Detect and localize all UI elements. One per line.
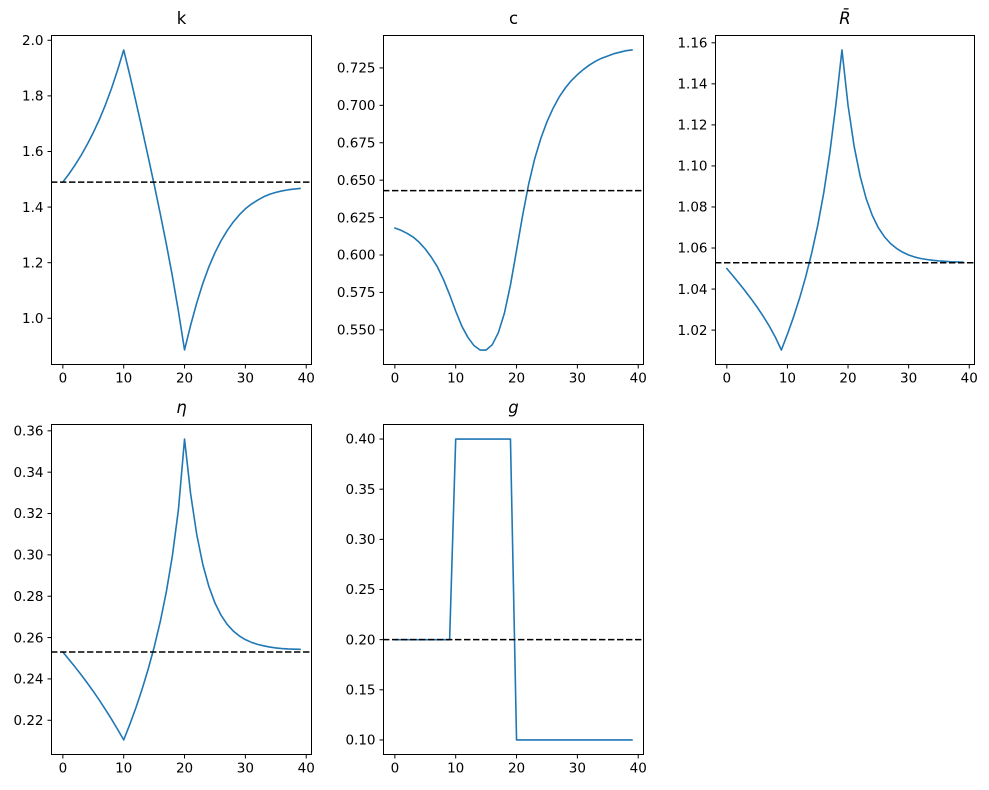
y-tick-label: 1.08 bbox=[677, 200, 707, 216]
y-tick-label: 0.24 bbox=[13, 672, 43, 688]
chart-title-c: c bbox=[508, 9, 519, 28]
x-tick-label: 40 bbox=[298, 761, 315, 777]
plot-area-k: 0 10 20 30 40 1.0 1.2 1.4 1.6 1.8 2.0 bbox=[22, 33, 315, 387]
subplot-k: k 0 10 20 30 40 1.0 1.2 1.4 1.6 1.8 2.0 bbox=[22, 9, 315, 387]
y-tick-label: 0.32 bbox=[13, 506, 43, 522]
x-tick-label: 20 bbox=[839, 371, 856, 387]
response-line bbox=[394, 49, 633, 351]
chart-title-eta: η bbox=[176, 398, 187, 417]
subplot-g: g 0 10 20 30 40 0.10 0.15 0.20 0.25 0.30 0.35 0.40 bbox=[345, 398, 647, 777]
y-tick-label: 0.28 bbox=[13, 589, 43, 605]
x-tick-label: 0 bbox=[391, 371, 400, 387]
y-tick-label: 1.8 bbox=[22, 89, 43, 105]
response-line bbox=[726, 49, 964, 351]
x-tick-label: 0 bbox=[59, 761, 68, 777]
x-tick-label: 10 bbox=[779, 371, 796, 387]
axes-frame bbox=[383, 424, 644, 755]
y-tick-label: 1.02 bbox=[677, 323, 707, 339]
axes-frame bbox=[715, 35, 975, 365]
y-tick-label: 0.15 bbox=[345, 683, 375, 699]
response-line bbox=[394, 438, 633, 741]
y-tick-label: 1.6 bbox=[22, 144, 43, 160]
x-tick-label: 30 bbox=[569, 761, 586, 777]
plot-area-c: 0 10 20 30 40 0.550 0.575 0.600 0.625 0.650 0.675 0… bbox=[337, 35, 647, 387]
y-tick-label: 0.550 bbox=[337, 323, 376, 339]
subplot-eta: η 0 10 20 30 40 0.22 0.24 0.26 0.28 0.30 0.32 0.34 0… bbox=[13, 398, 314, 777]
y-tick-label: 0.725 bbox=[337, 61, 376, 77]
x-tick-label: 30 bbox=[237, 371, 254, 387]
x-tick-label: 40 bbox=[961, 371, 978, 387]
y-tick-label: 0.25 bbox=[345, 582, 375, 598]
chart-title-k: k bbox=[176, 9, 187, 28]
plot-area-eta: 0 10 20 30 40 0.22 0.24 0.26 0.28 0.30 0.32 0.34 0.3… bbox=[13, 424, 314, 777]
y-tick-label: 1.04 bbox=[677, 282, 707, 298]
y-tick-label: 1.16 bbox=[677, 35, 707, 51]
y-tick-label: 0.22 bbox=[13, 713, 43, 729]
plot-area-g: 0 10 20 30 40 0.10 0.15 0.20 0.25 0.30 0.35 0.40 bbox=[345, 424, 647, 777]
y-tick-label: 0.20 bbox=[345, 632, 375, 648]
x-tick-label: 40 bbox=[630, 371, 647, 387]
y-tick-label: 1.4 bbox=[22, 200, 43, 216]
y-tick-label: 1.12 bbox=[677, 118, 707, 134]
x-tick-label: 30 bbox=[900, 371, 917, 387]
x-tick-label: 20 bbox=[508, 371, 525, 387]
chart-title-rbar: R̄ bbox=[839, 9, 851, 28]
axes-frame bbox=[51, 35, 312, 365]
y-tick-label: 1.06 bbox=[677, 241, 707, 257]
axes-frame bbox=[51, 424, 312, 755]
plot-area-rbar: 0 10 20 30 40 1.02 1.04 1.06 1.08 1.10 1.12 1.14 1.1… bbox=[677, 35, 978, 387]
y-tick-label: 2.0 bbox=[22, 33, 43, 49]
y-tick-label: 0.675 bbox=[337, 135, 376, 151]
x-tick-label: 10 bbox=[447, 371, 464, 387]
x-tick-label: 20 bbox=[176, 371, 193, 387]
x-tick-label: 0 bbox=[391, 761, 400, 777]
y-tick-label: 0.34 bbox=[13, 465, 43, 481]
y-tick-label: 0.30 bbox=[13, 548, 43, 564]
subplot-rbar: R̄ 0 10 20 30 40 1.02 1.04 1.06 1.08 1.10 1.12 1.14… bbox=[677, 9, 978, 387]
y-tick-label: 1.0 bbox=[22, 311, 43, 327]
x-tick-label: 20 bbox=[176, 761, 193, 777]
x-tick-label: 10 bbox=[447, 761, 464, 777]
y-tick-label: 0.36 bbox=[13, 424, 43, 440]
y-tick-label: 0.35 bbox=[345, 482, 375, 498]
chart-title-g: g bbox=[508, 398, 519, 417]
y-tick-label: 0.600 bbox=[337, 248, 376, 264]
y-tick-label: 1.2 bbox=[22, 255, 43, 271]
subplot-c: c 0 10 20 30 40 0.550 0.575 0.600 0.625 0.650 0.67… bbox=[337, 9, 647, 387]
x-tick-label: 20 bbox=[508, 761, 525, 777]
y-tick-label: 0.10 bbox=[345, 733, 375, 749]
x-tick-label: 30 bbox=[569, 371, 586, 387]
x-tick-label: 0 bbox=[59, 371, 68, 387]
x-tick-label: 30 bbox=[237, 761, 254, 777]
y-tick-label: 1.10 bbox=[677, 159, 707, 175]
y-tick-label: 0.650 bbox=[337, 173, 376, 189]
x-tick-label: 0 bbox=[723, 371, 732, 387]
response-line bbox=[62, 438, 301, 741]
axes-frame bbox=[383, 35, 644, 365]
response-line bbox=[62, 49, 301, 351]
y-tick-label: 1.14 bbox=[677, 77, 707, 93]
y-tick-label: 0.575 bbox=[337, 285, 376, 301]
x-tick-label: 10 bbox=[115, 371, 132, 387]
y-tick-label: 0.625 bbox=[337, 210, 376, 226]
x-tick-label: 40 bbox=[298, 371, 315, 387]
x-tick-label: 40 bbox=[630, 761, 647, 777]
x-tick-label: 10 bbox=[115, 761, 132, 777]
y-tick-label: 0.40 bbox=[345, 432, 375, 448]
y-tick-label: 0.700 bbox=[337, 98, 376, 114]
y-tick-label: 0.26 bbox=[13, 630, 43, 646]
y-tick-label: 0.30 bbox=[345, 532, 375, 548]
